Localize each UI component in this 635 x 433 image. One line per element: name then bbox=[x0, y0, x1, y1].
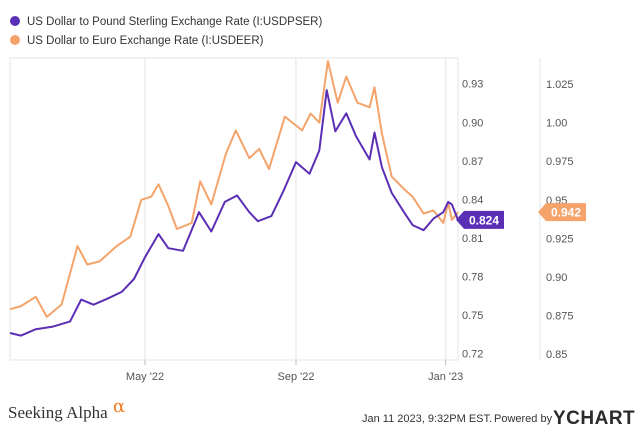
last-value-label-eur: 0.942 bbox=[551, 206, 581, 220]
last-value-badge-gbp bbox=[456, 210, 504, 229]
last-value-badge-eur bbox=[538, 203, 586, 222]
footer: Seeking Alpha α Jan 11 2023, 9:32PM EST.… bbox=[8, 396, 635, 429]
x-tick-label: Jan '23 bbox=[428, 371, 463, 383]
legend-label-gbp[interactable]: US Dollar to Pound Sterling Exchange Rat… bbox=[27, 16, 322, 28]
brand-name[interactable]: Seeking Alpha bbox=[8, 403, 108, 422]
plot-area bbox=[9, 57, 459, 361]
x-tick-label: May '22 bbox=[126, 371, 164, 383]
y-right-tick-label: 0.975 bbox=[546, 156, 574, 168]
y-right-tick-label: 0.90 bbox=[546, 272, 567, 284]
legend: US Dollar to Pound Sterling Exchange Rat… bbox=[10, 16, 322, 47]
series-lines bbox=[9, 60, 459, 337]
ycharts-logo[interactable]: YCHARTS bbox=[553, 408, 635, 429]
y-right-tick-label: 0.875 bbox=[546, 310, 574, 322]
y-left-tick-label: 0.78 bbox=[462, 271, 483, 283]
footer-timestamp: Jan 11 2023, 9:32PM EST. bbox=[362, 413, 492, 425]
series-line-gbp bbox=[9, 89, 459, 337]
y-right-tick-label: 0.85 bbox=[546, 349, 567, 361]
y-right-tick-label: 1.025 bbox=[546, 79, 574, 91]
y-left-tick-label: 0.81 bbox=[462, 233, 483, 245]
last-value-label-gbp: 0.824 bbox=[469, 213, 499, 227]
y-left-tick-label: 0.87 bbox=[462, 156, 483, 168]
y-axis-left-ticks: 0.72 0.75 0.78 0.81 0.84 0.87 0.90 0.93 bbox=[462, 79, 483, 361]
series-line-eur bbox=[9, 60, 459, 318]
y-left-tick-label: 0.75 bbox=[462, 310, 483, 322]
legend-label-eur[interactable]: US Dollar to Euro Exchange Rate (I:USDEE… bbox=[27, 35, 264, 47]
y-right-tick-label: 1.00 bbox=[546, 118, 567, 130]
last-value-badges: 0.824 0.942 bbox=[456, 203, 586, 229]
brand-alpha-mark: α bbox=[113, 396, 125, 417]
y-left-tick-label: 0.90 bbox=[462, 117, 483, 129]
grid-lines bbox=[144, 58, 447, 360]
y-left-tick-label: 0.93 bbox=[462, 79, 483, 91]
legend-swatch-eur bbox=[10, 35, 20, 45]
y-left-tick-label: 0.72 bbox=[462, 349, 483, 361]
x-tick-label: Sep '22 bbox=[277, 371, 314, 383]
x-axis-ticks: May '22 Sep '22 Jan '23 bbox=[126, 360, 463, 383]
legend-swatch-gbp bbox=[10, 16, 20, 26]
y-left-tick-label: 0.84 bbox=[462, 194, 483, 206]
y-right-tick-label: 0.925 bbox=[546, 233, 574, 245]
footer-powered-by: Powered by bbox=[494, 413, 553, 425]
